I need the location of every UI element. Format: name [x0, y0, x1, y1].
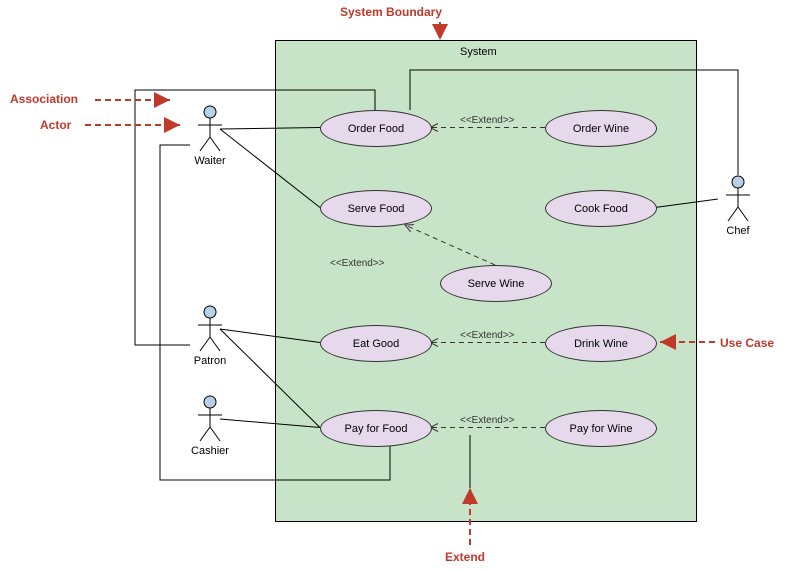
usecase-label: Drink Wine [574, 338, 628, 350]
system-label: System [460, 46, 497, 58]
actor-chef: Chef [718, 175, 758, 237]
usecase-serve-wine: Serve Wine [440, 265, 552, 302]
actor-cashier: Cashier [190, 395, 230, 457]
usecase-label: Order Food [348, 123, 404, 135]
actor-patron: Patron [190, 305, 230, 367]
usecase-label: Pay for Food [345, 423, 408, 435]
annotation-actor-annot: Actor [40, 118, 71, 132]
extend-label: <<Extend>> [460, 115, 515, 126]
usecase-label: Eat Good [353, 338, 399, 350]
extend-label: <<Extend>> [460, 330, 515, 341]
actor-label: Cashier [190, 445, 230, 457]
usecase-cook-food: Cook Food [545, 190, 657, 227]
extend-label: <<Extend>> [460, 415, 515, 426]
actor-label: Chef [718, 225, 758, 237]
usecase-pay-food: Pay for Food [320, 410, 432, 447]
usecase-label: Pay for Wine [570, 423, 633, 435]
usecase-label: Serve Wine [468, 278, 525, 290]
actor-label: Waiter [190, 155, 230, 167]
annotation-usecase-annot: Use Case [720, 336, 774, 350]
usecase-label: Serve Food [348, 203, 405, 215]
usecase-eat-good: Eat Good [320, 325, 432, 362]
annotation-extend-annot: Extend [445, 550, 485, 564]
usecase-serve-food: Serve Food [320, 190, 432, 227]
usecase-label: Order Wine [573, 123, 629, 135]
annotation-association: Association [10, 92, 78, 106]
extend-label: <<Extend>> [330, 258, 385, 269]
usecase-order-food: Order Food [320, 110, 432, 147]
usecase-pay-wine: Pay for Wine [545, 410, 657, 447]
usecase-drink-wine: Drink Wine [545, 325, 657, 362]
usecase-label: Cook Food [574, 203, 628, 215]
usecase-order-wine: Order Wine [545, 110, 657, 147]
actor-label: Patron [190, 355, 230, 367]
annotation-sys-boundary: System Boundary [340, 5, 442, 19]
actor-waiter: Waiter [190, 105, 230, 167]
